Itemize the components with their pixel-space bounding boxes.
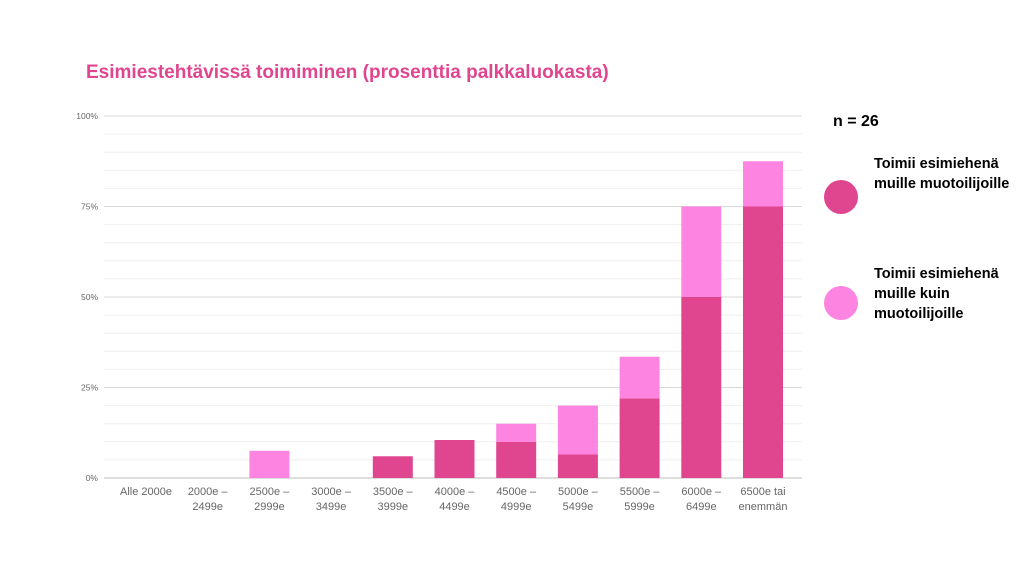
legend-swatch-series-2 [824, 286, 858, 320]
y-tick-label: 0% [86, 473, 99, 483]
bar-series-1 [619, 398, 660, 478]
x-tick-label: 5500e –5999e [620, 486, 661, 513]
bar-series-1 [743, 206, 783, 478]
chart-title: Esimiestehtävissä toimiminen (prosenttia… [86, 62, 609, 83]
x-tick-label: 3500e –3999e [373, 486, 414, 513]
sample-size-label: n = 26 [833, 113, 879, 130]
x-tick-label: Alle 2000e [120, 486, 172, 498]
bar-series-1 [372, 456, 413, 478]
bar-series-2 [557, 405, 598, 455]
x-tick-label: 4000e –4499e [435, 486, 476, 513]
x-tick-label: 6000e –6499e [681, 486, 722, 513]
legend-label-series-1: Toimii esimiehenä muille muotoilijoille [874, 156, 1010, 192]
legend-swatch-series-1 [824, 180, 858, 214]
y-tick-label: 25% [81, 383, 98, 393]
y-tick-label: 75% [81, 202, 98, 212]
bar-series-2 [249, 450, 290, 478]
legend-label-series-2: Toimii esimiehenä muille kuin muotoilijo… [874, 266, 999, 322]
bar-series-2 [619, 356, 660, 399]
y-tick-label: 100% [76, 111, 98, 121]
x-tick-label: 2000e –2499e [188, 486, 229, 513]
x-tick-label: 6500e tai enemmän [739, 486, 788, 513]
y-tick-label: 50% [81, 292, 98, 302]
bar-series-1 [557, 454, 598, 478]
x-tick-label: 3000e –3499e [311, 486, 352, 513]
x-tick-label: 2500e –2999e [250, 486, 291, 513]
bar-series-1 [434, 439, 475, 478]
bar-series-2 [743, 161, 783, 207]
bar-series-1 [681, 297, 722, 478]
bar-series-1 [496, 441, 537, 478]
x-tick-label: 4500e –4999e [496, 486, 537, 513]
bar-series-2 [681, 206, 722, 297]
x-tick-label: 5000e –5499e [558, 486, 599, 513]
bar-series-2 [496, 423, 537, 442]
